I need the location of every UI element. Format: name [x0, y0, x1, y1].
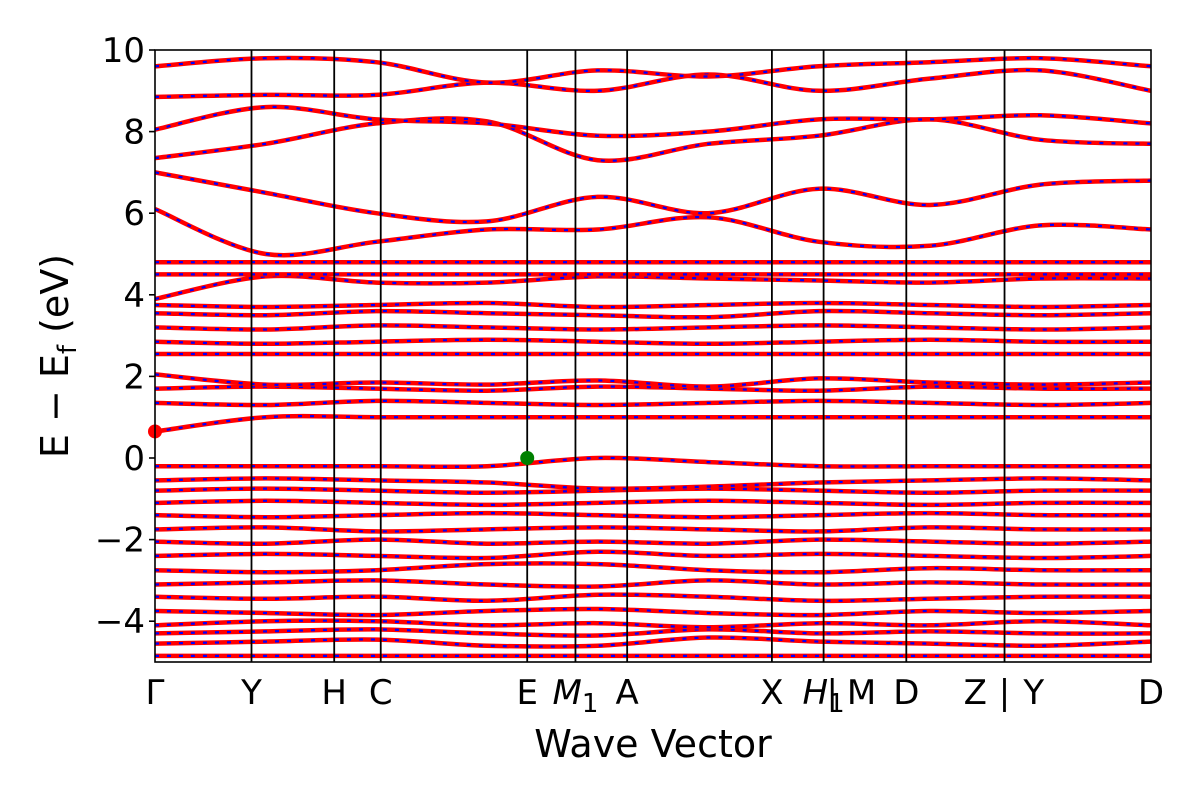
band-line-spin-down	[155, 607, 1151, 617]
x-tick-label: A	[616, 673, 639, 713]
band-line-spin-down	[155, 487, 1151, 494]
x-tick-label: M1	[553, 673, 599, 719]
x-tick-label: E	[516, 673, 537, 713]
band-line-spin-down	[155, 385, 1151, 392]
band-line-spin-down	[155, 550, 1151, 560]
band-line-spin-down	[155, 526, 1151, 533]
band-line-spin-up	[155, 498, 1151, 508]
high-symmetry-lines	[250, 50, 1006, 662]
band-line-spin-up	[155, 455, 1151, 470]
y-tick-label: 4	[123, 276, 145, 316]
x-tick-label: X	[760, 673, 783, 713]
band-line-spin-up	[155, 592, 1151, 604]
band-line-spin-down	[155, 373, 1151, 388]
y-tick-label: 10	[102, 31, 145, 71]
band-line-spin-down	[155, 415, 1151, 433]
band-line-spin-down	[155, 593, 1151, 602]
x-tick-label: D	[893, 673, 919, 713]
band-line-spin-up	[155, 398, 1151, 408]
band-line-spin-up	[155, 578, 1151, 589]
plot-frame	[154, 49, 1152, 663]
band-line-spin-down	[155, 309, 1151, 319]
x-axis-title: Wave Vector	[534, 722, 772, 766]
band-line-spin-up	[155, 308, 1151, 320]
band-line-spin-down	[155, 636, 1151, 648]
band-line-spin-up	[155, 300, 1151, 310]
band-line-spin-up	[155, 55, 1151, 85]
band-line-spin-up	[155, 273, 1151, 302]
x-tick-label: |	[826, 673, 837, 713]
x-tick-label: Y	[1022, 673, 1044, 713]
band-line-spin-down	[155, 562, 1151, 574]
band-edge-markers	[148, 424, 535, 465]
band-line-spin-up	[155, 510, 1151, 520]
band-line-spin-down	[155, 399, 1151, 407]
y-axis-title-main: E − E	[33, 354, 77, 458]
band-line-spin-down	[155, 579, 1151, 588]
band-line-spin-up	[155, 372, 1151, 389]
x-axis-ticks: Γ Y H C E M1 A X H1| M D Z | Y D	[146, 673, 1165, 719]
band-line-spin-down	[155, 499, 1151, 507]
y-tick-label: −4	[95, 602, 145, 642]
band-line-spin-down	[155, 324, 1151, 331]
band-line-spin-down	[155, 274, 1151, 300]
band-line-spin-up	[155, 413, 1151, 434]
band-line-spin-up	[155, 525, 1151, 534]
band-line-spin-up	[155, 627, 1151, 638]
band-line-spin-up	[155, 618, 1151, 630]
y-axis-title-sub: f	[53, 344, 83, 354]
x-tick-label: H1	[803, 673, 845, 719]
band-line-spin-down	[155, 301, 1151, 309]
band-line-spin-down	[155, 619, 1151, 629]
y-axis-ticks: −4 −2 0 2 4 6 8 10	[95, 31, 155, 642]
band-edge-marker-vbm	[520, 451, 535, 465]
band-line-spin-down	[155, 338, 1151, 345]
x-tick-label: |	[999, 673, 1010, 713]
band-line-spin-up	[155, 116, 1151, 163]
band-line-spin-up	[155, 537, 1151, 546]
band-line-spin-down	[155, 538, 1151, 545]
y-axis-title-unit: (eV)	[33, 254, 77, 345]
x-tick-label: H	[321, 673, 347, 713]
x-tick-label-sub: 1	[828, 689, 845, 719]
band-line-spin-up	[155, 207, 1151, 258]
x-tick-label-main: H	[803, 673, 829, 713]
y-tick-label: 2	[123, 357, 145, 397]
y-tick-label: 0	[123, 439, 145, 479]
bands-layer	[155, 55, 1151, 659]
y-tick-label: −2	[95, 521, 145, 561]
band-line-spin-up	[155, 635, 1151, 649]
band-line-spin-up	[155, 384, 1151, 393]
band-line-spin-up	[155, 67, 1151, 100]
band-line-spin-down	[155, 511, 1151, 519]
band-line-spin-down	[155, 117, 1151, 162]
band-line-spin-up	[155, 606, 1151, 618]
band-line-spin-down	[155, 171, 1151, 224]
x-tick-label: Γ	[146, 673, 165, 713]
x-tick-label: Y	[240, 673, 262, 713]
band-line-spin-up	[155, 170, 1151, 225]
x-tick-label: M	[847, 673, 876, 713]
y-axis-title: E − Ef (eV)	[33, 254, 83, 458]
y-tick-label: 8	[123, 113, 145, 153]
band-line-spin-up	[155, 549, 1151, 561]
band-line-spin-up	[155, 337, 1151, 347]
y-tick-label: 6	[123, 194, 145, 234]
band-line-spin-down	[155, 105, 1151, 138]
band-line-spin-down	[155, 628, 1151, 637]
band-line-spin-down	[155, 477, 1151, 490]
x-tick-label-sub: 1	[582, 689, 599, 719]
x-tick-label-main: M	[553, 673, 582, 713]
band-line-spin-up	[155, 323, 1151, 332]
band-line-spin-down	[155, 456, 1151, 468]
x-tick-label: D	[1138, 673, 1164, 713]
band-line-spin-up	[155, 561, 1151, 575]
x-tick-label: C	[369, 673, 393, 713]
band-line-spin-down	[155, 208, 1151, 257]
x-tick-label: Z	[964, 673, 987, 713]
